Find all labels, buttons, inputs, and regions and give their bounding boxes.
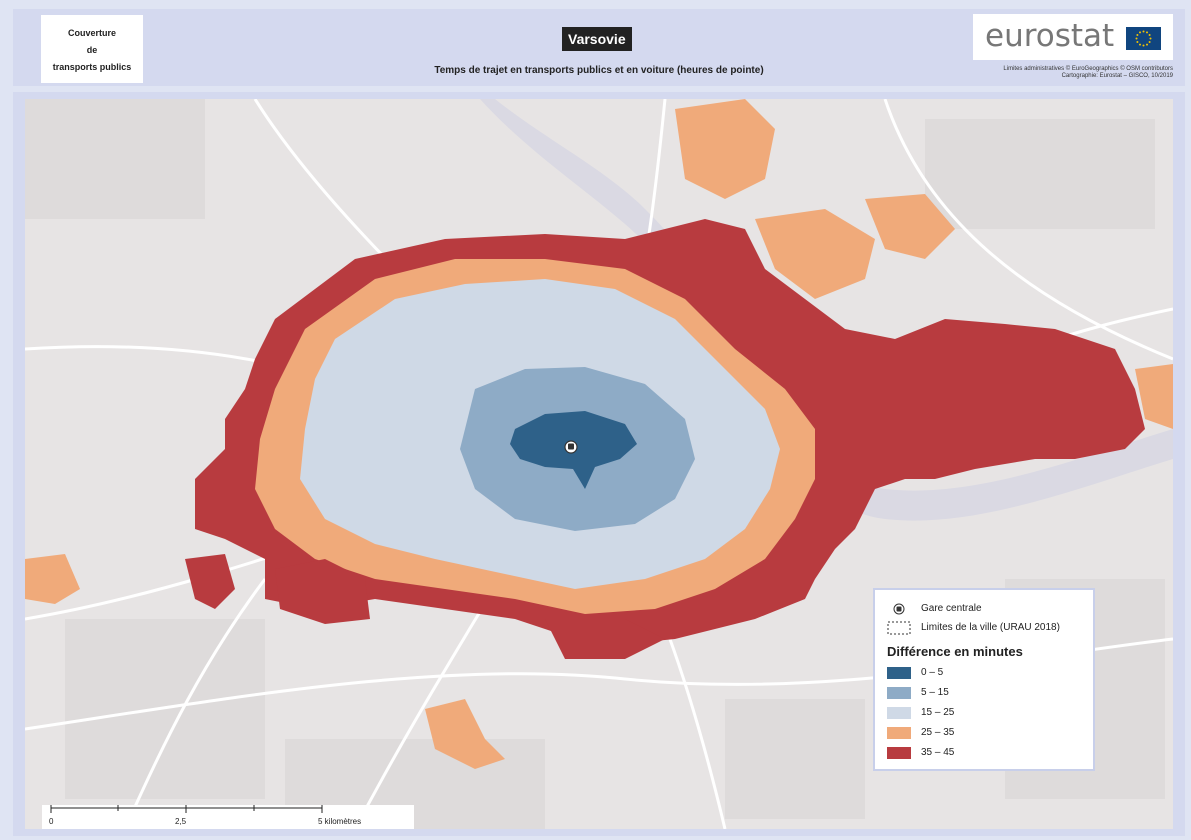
train-station-icon [893,603,905,615]
scale-label-5-km: 5 kilomètres [318,817,362,826]
scale-ruler [50,805,323,813]
swatch-25-35 [887,727,911,739]
scale-label-2-5: 2,5 [175,817,187,826]
swatch-5-15 [887,687,911,699]
scale-label-0: 0 [49,817,54,826]
map-subtitle: Temps de trajet en transports publics et… [434,65,764,76]
legend-title: Différence en minutes [887,644,1023,659]
doc-label-line-1: Couverture [67,28,116,38]
dashed-boundary-icon [887,621,911,635]
eu-flag-icon [1126,27,1161,50]
credit-cartography: Cartographie: Eurostat – GISCO, 10/2019 [1061,73,1173,79]
legend-station-label: Gare centrale [921,603,982,614]
logo-wordmark: eurostat [985,18,1115,54]
doc-label-line-3: transports publics [52,62,132,72]
swatch-0-5 [887,667,911,679]
legend-boundary-label: Limites de la ville (URAU 2018) [921,622,1060,633]
legend-class-label: 15 – 25 [921,707,955,718]
accessibility-map [25,99,1173,829]
eurostat-logo: eurostat [973,14,1173,60]
map-canvas[interactable]: 0 2,5 5 kilomètres Gare centrale Limites… [25,99,1173,829]
legend-class-label: 25 – 35 [921,727,955,738]
map-legend: Gare centrale Limites de la ville (URAU … [873,588,1095,771]
document-label: Couverture de transports publics [41,15,143,83]
legend-class-label: 0 – 5 [921,667,944,678]
doc-label-line-2: de [86,45,98,55]
scale-bar: 0 2,5 5 kilomètres [42,805,414,829]
swatch-15-25 [887,707,911,719]
vistula-river [480,99,1173,521]
legend-class-label: 35 – 45 [921,747,955,758]
map-header: Couverture de transports publics Varsovi… [13,9,1185,86]
map-frame: 0 2,5 5 kilomètres Gare centrale Limites… [13,92,1185,836]
outlying-zones [25,99,1173,769]
credit-boundaries: Limites administratives © EuroGeographic… [1003,66,1173,72]
central-station-icon[interactable] [564,440,578,454]
swatch-35-45 [887,747,911,759]
city-title: Varsovie [562,27,632,51]
legend-class-label: 5 – 15 [921,687,949,698]
